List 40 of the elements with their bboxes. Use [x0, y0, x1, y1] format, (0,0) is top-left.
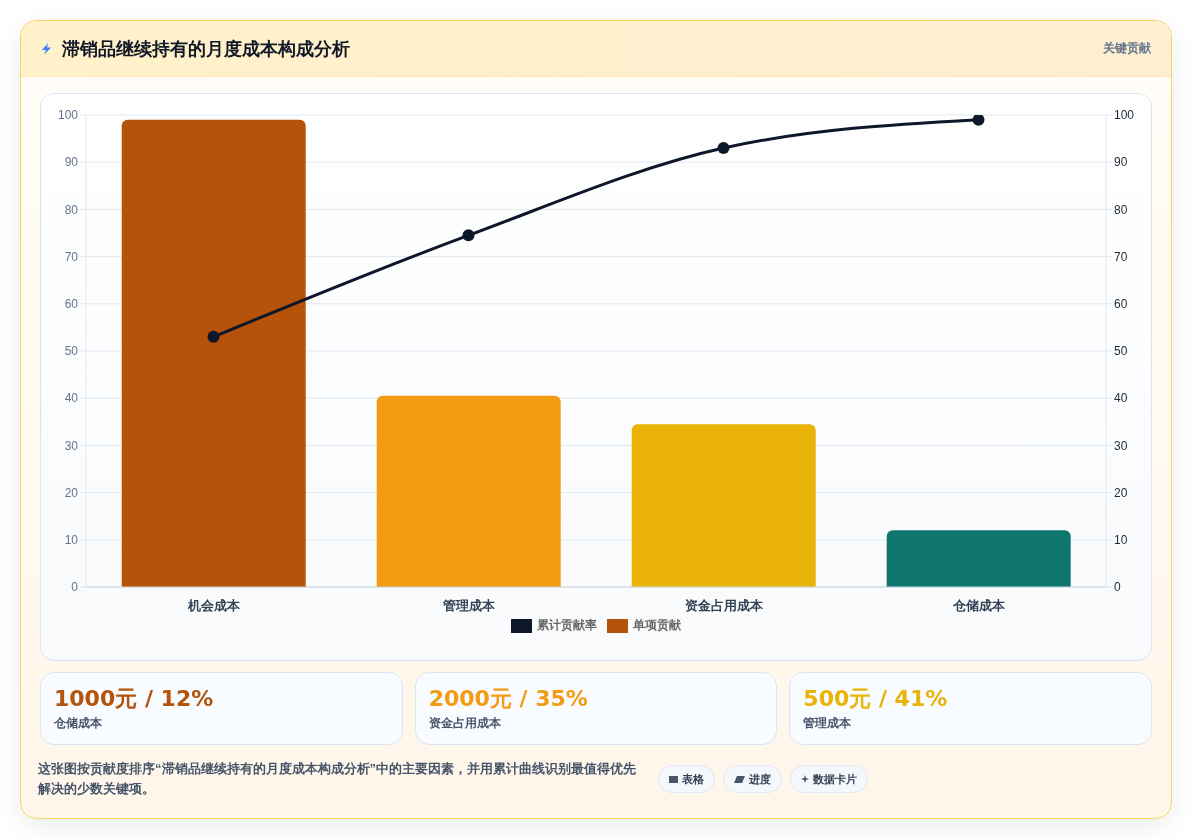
y2-tick-label: 0 [1114, 580, 1121, 595]
text: 1000元 / 12% [54, 686, 214, 711]
x-tick-label: 资金占用成本 [684, 598, 764, 614]
text: 这张图按贡献度排序“滞销品继续持有的月度成本构成分析”中的主要因素，并用累计曲线识别最值得优先解决的少数关键项。 [38, 761, 636, 796]
y2-tick-label: 10 [1114, 533, 1128, 548]
y-tick-label: 50 [64, 344, 79, 359]
legend-label: 单项贡献 [633, 617, 681, 634]
y-tick-label: 0 [71, 580, 79, 595]
text: 数据卡片 [813, 771, 857, 787]
y-tick-label: 60 [64, 297, 79, 312]
y-tick-label: 30 [64, 438, 79, 453]
y2-tick-label: 20 [1114, 485, 1128, 500]
y2-tick-label: 100 [1114, 108, 1135, 123]
y2-tick-label: 30 [1114, 438, 1128, 453]
y2-tick-label: 60 [1114, 297, 1128, 312]
y-tick-label: 70 [64, 249, 79, 264]
legend-label: 累计贡献率 [537, 617, 597, 634]
text: 表格 [682, 771, 704, 787]
y-tick-label: 20 [64, 485, 79, 500]
text: 管理成本 [803, 716, 852, 730]
y2-tick-label: 90 [1114, 155, 1128, 170]
y2-tick-label: 80 [1114, 202, 1128, 217]
y2-tick-label: 50 [1114, 344, 1128, 359]
x-tick-label: 管理成本 [441, 598, 496, 614]
text: 500元 / 41% [803, 686, 948, 711]
x-tick-label: 机会成本 [186, 598, 241, 614]
y-tick-label: 80 [64, 202, 79, 217]
y-tick-label: 40 [64, 391, 79, 406]
text: 资金占用成本 [428, 716, 501, 730]
y2-tick-label: 40 [1114, 391, 1128, 406]
text: 进度 [749, 771, 771, 787]
x-tick-label: 仓储成本 [951, 598, 1006, 614]
text: 关键贡献 [1103, 41, 1151, 55]
y-tick-label: 90 [64, 155, 79, 170]
chart-title: 滞销品继续持有的月度成本构成分析 [62, 38, 350, 59]
text: 2000元 / 35% [428, 686, 588, 711]
y2-tick-label: 70 [1114, 249, 1128, 264]
text: 仓储成本 [54, 716, 102, 730]
y-tick-label: 10 [64, 533, 79, 548]
y-tick-label: 100 [57, 108, 79, 123]
